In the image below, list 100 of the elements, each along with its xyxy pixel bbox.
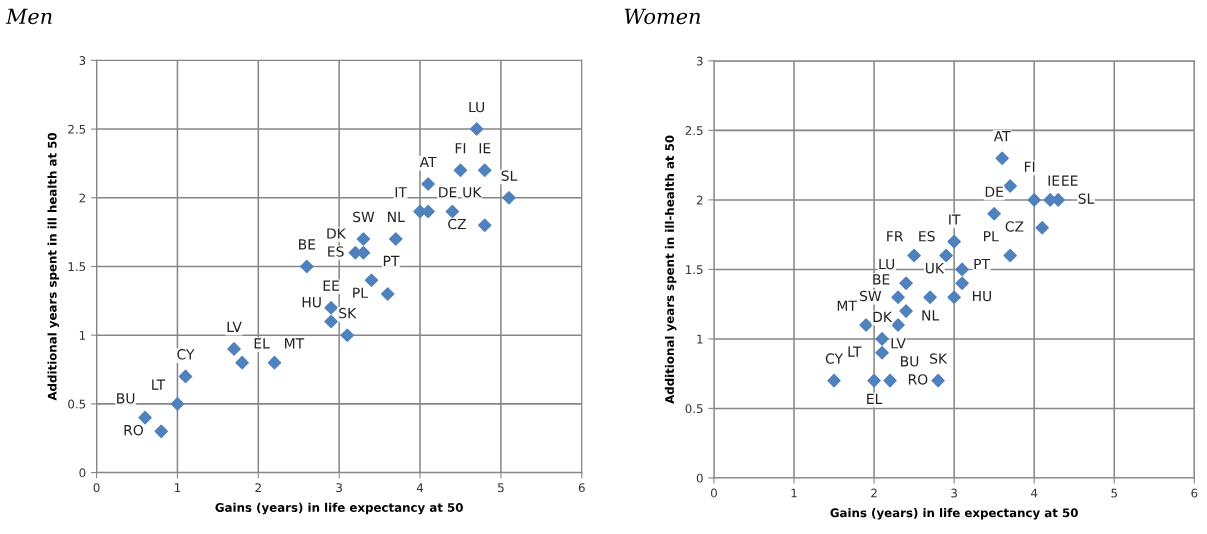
annotation: FR (887, 231, 904, 242)
y-tick-label: 3 (79, 56, 86, 65)
y-tick-label: 1 (79, 331, 86, 340)
annotation: CZ (448, 218, 466, 230)
point (380, 287, 395, 301)
point (170, 397, 185, 411)
point (340, 328, 355, 342)
x-tick-label: 1 (174, 483, 181, 492)
y-tick-label: 1.5 (68, 262, 86, 272)
chart-title: Women (624, 8, 701, 25)
y-tick-label: 2.5 (68, 124, 86, 134)
annotation: AT (419, 156, 437, 168)
annotation: NL (388, 211, 405, 222)
annotation: BE (299, 239, 316, 250)
x-tick-label: 3 (951, 488, 957, 498)
annotation: IT (949, 214, 961, 225)
annotation: LU (469, 101, 485, 113)
annotation: PL (984, 231, 999, 242)
point (453, 163, 468, 178)
annotation: SL (1078, 193, 1095, 204)
point (907, 248, 921, 263)
annotation: MT (285, 338, 305, 349)
point (1003, 248, 1017, 263)
point (421, 177, 435, 191)
point (235, 355, 249, 370)
x-tick-label: 5 (1111, 488, 1117, 498)
annotation: DK (873, 311, 893, 322)
point (955, 262, 969, 277)
point (987, 207, 1001, 221)
annotation: EE (1062, 175, 1078, 186)
y-tick-label: 2.5 (685, 126, 703, 136)
annotation: LV (891, 338, 906, 349)
x-tick-label: 2 (871, 488, 877, 498)
x-tick-label: 4 (1031, 488, 1038, 498)
annotation: LU (879, 258, 895, 270)
x-tick-label: 1 (791, 488, 797, 498)
annotation: BU (901, 356, 919, 367)
point (1035, 220, 1049, 235)
point (389, 232, 403, 246)
point (827, 373, 841, 388)
y-tick-label: 3 (696, 56, 703, 66)
x-tick-label: 2 (255, 483, 261, 492)
annotation: CY (177, 349, 195, 360)
annotation: ES (328, 246, 344, 257)
annotation: CY (825, 353, 844, 364)
annotation: BU (117, 393, 135, 404)
point (875, 346, 889, 360)
annotation: SK (339, 307, 357, 319)
annotation: CZ (1005, 221, 1024, 232)
x-tick-label: 0 (93, 483, 100, 493)
annotation: RO (124, 424, 143, 436)
point (1003, 179, 1017, 193)
point (947, 290, 961, 304)
y-tick-label: 1 (697, 334, 703, 344)
point (324, 314, 338, 329)
y-axis-title: Additional years spent in ill health at 50 (47, 132, 60, 401)
point (923, 290, 937, 304)
x-tick-label: 5 (498, 483, 504, 493)
point (445, 204, 460, 219)
chart-title: Men (5, 8, 52, 25)
point (899, 276, 913, 291)
annotation: SK (930, 353, 948, 364)
y-tick-label: 1.5 (686, 265, 703, 275)
point (477, 163, 492, 178)
point (356, 232, 371, 246)
point (995, 151, 1009, 165)
point (1027, 193, 1041, 207)
annotation: BE (873, 274, 890, 285)
x-tick-label: 6 (578, 483, 585, 493)
point (883, 373, 897, 388)
annotation: MT (837, 300, 857, 311)
annotation: LT (848, 346, 862, 357)
annotation: SL (501, 170, 518, 181)
point (947, 234, 961, 249)
annotation: HU (302, 297, 321, 308)
annotation: LV (227, 321, 242, 332)
annotation: NL (922, 310, 940, 321)
annotation: PT (383, 255, 400, 266)
point (154, 424, 169, 439)
annotation: RO (908, 374, 928, 385)
annotation: EL (254, 338, 270, 349)
point (227, 342, 241, 356)
point (300, 259, 314, 274)
annotation: UK (463, 187, 482, 198)
annotation: DE (439, 187, 457, 198)
annotation: DK (327, 228, 347, 239)
x-axis-title: Gains (years) in life expectancy at 50 (830, 508, 1078, 520)
point (859, 318, 873, 332)
y-tick-label: 0 (79, 468, 86, 478)
x-axis-title: Gains (years) in life expectancy at 50 (215, 502, 463, 515)
x-tick-label: 6 (1191, 488, 1198, 498)
point (364, 273, 379, 287)
point (324, 300, 338, 315)
point (955, 276, 969, 291)
point (875, 332, 889, 346)
x-tick-label: 4 (416, 483, 424, 492)
annotation: PL (353, 287, 368, 298)
annotation: SW (859, 290, 882, 302)
y-tick-label: 2 (696, 195, 703, 205)
annotation: AT (993, 131, 1011, 142)
